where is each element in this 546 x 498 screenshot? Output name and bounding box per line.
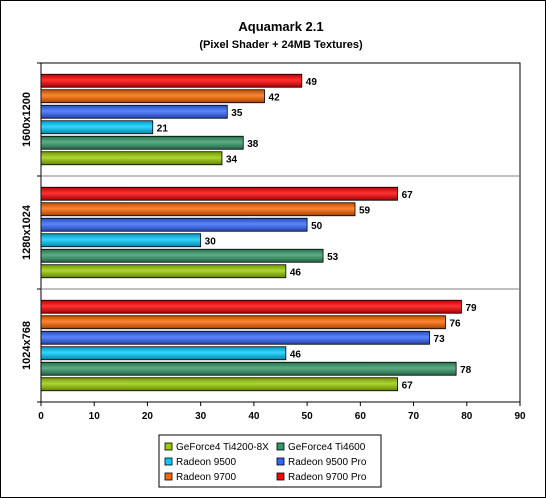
chart-title: Aquamark 2.1 bbox=[238, 19, 323, 34]
x-tick-label: 40 bbox=[248, 411, 260, 422]
x-tick-label: 0 bbox=[38, 411, 44, 422]
x-tick-label: 90 bbox=[514, 411, 526, 422]
x-tick-label: 30 bbox=[195, 411, 207, 422]
bar bbox=[40, 104, 228, 119]
chart-subtitle: (Pixel Shader + 24MB Textures) bbox=[199, 39, 363, 51]
legend-label: Radeon 9700 bbox=[176, 472, 236, 483]
x-tick-label: 70 bbox=[408, 411, 420, 422]
legend-swatch bbox=[276, 472, 285, 481]
category-label: 1280x1024 bbox=[21, 204, 33, 260]
bar bbox=[40, 120, 154, 135]
legend-label: GeForce4 Ti4600 bbox=[288, 442, 366, 453]
legend-swatch bbox=[276, 442, 285, 451]
data-label: 53 bbox=[327, 252, 339, 263]
data-label: 59 bbox=[359, 205, 371, 216]
x-tick-label: 80 bbox=[461, 411, 473, 422]
bar bbox=[40, 151, 223, 166]
plot-border bbox=[40, 62, 521, 403]
data-label: 79 bbox=[465, 303, 477, 314]
bar bbox=[40, 346, 287, 361]
bar bbox=[40, 361, 457, 376]
legend-swatch bbox=[164, 442, 173, 451]
bar bbox=[40, 186, 398, 201]
legend-swatch bbox=[276, 457, 285, 466]
bar bbox=[40, 135, 244, 150]
category-label: 1600x1200 bbox=[21, 92, 33, 147]
data-label: 73 bbox=[434, 334, 446, 345]
legend-label: GeForce4 Ti4200-8X bbox=[176, 442, 269, 453]
data-label: 78 bbox=[460, 365, 472, 376]
bar bbox=[40, 377, 398, 392]
x-tick-label: 10 bbox=[89, 411, 101, 422]
data-label: 35 bbox=[231, 108, 243, 119]
x-tick-label: 50 bbox=[302, 411, 314, 422]
data-label: 21 bbox=[157, 123, 169, 134]
data-label: 34 bbox=[226, 154, 238, 165]
plot-area: 0 10 20 30 40 50 60 70 80 90 1600x1200 49 42 35 21 38 34… bbox=[21, 62, 526, 422]
bar bbox=[40, 202, 356, 217]
bar bbox=[40, 248, 324, 263]
legend-label: Radeon 9500 bbox=[176, 457, 236, 468]
legend: GeForce4 Ti4200-8X GeForce4 Ti4600 Radeon … bbox=[158, 434, 382, 488]
legend-label: Radeon 9500 Pro bbox=[288, 457, 367, 468]
data-label: 42 bbox=[269, 92, 281, 103]
legend-swatch bbox=[164, 457, 173, 466]
x-tick-label: 20 bbox=[142, 411, 154, 422]
bar bbox=[40, 217, 308, 232]
category-label: 1024x768 bbox=[21, 321, 33, 370]
data-label: 30 bbox=[205, 236, 217, 247]
data-label: 49 bbox=[306, 77, 318, 88]
bar bbox=[40, 299, 462, 314]
data-label: 67 bbox=[402, 190, 414, 201]
legend-label: Radeon 9700 Pro bbox=[288, 472, 367, 483]
data-label: 67 bbox=[402, 380, 414, 391]
bar bbox=[40, 315, 446, 330]
bar bbox=[40, 89, 265, 104]
bar bbox=[40, 264, 287, 279]
legend-swatch bbox=[164, 472, 173, 481]
bar bbox=[40, 73, 303, 88]
bar bbox=[40, 330, 430, 345]
x-tick-label: 60 bbox=[355, 411, 367, 422]
bar bbox=[40, 233, 202, 248]
data-label: 46 bbox=[290, 349, 302, 360]
legend-box bbox=[158, 434, 382, 488]
data-label: 76 bbox=[449, 318, 461, 329]
data-label: 46 bbox=[290, 267, 302, 278]
data-label: 50 bbox=[311, 221, 323, 232]
data-label: 38 bbox=[247, 139, 259, 150]
